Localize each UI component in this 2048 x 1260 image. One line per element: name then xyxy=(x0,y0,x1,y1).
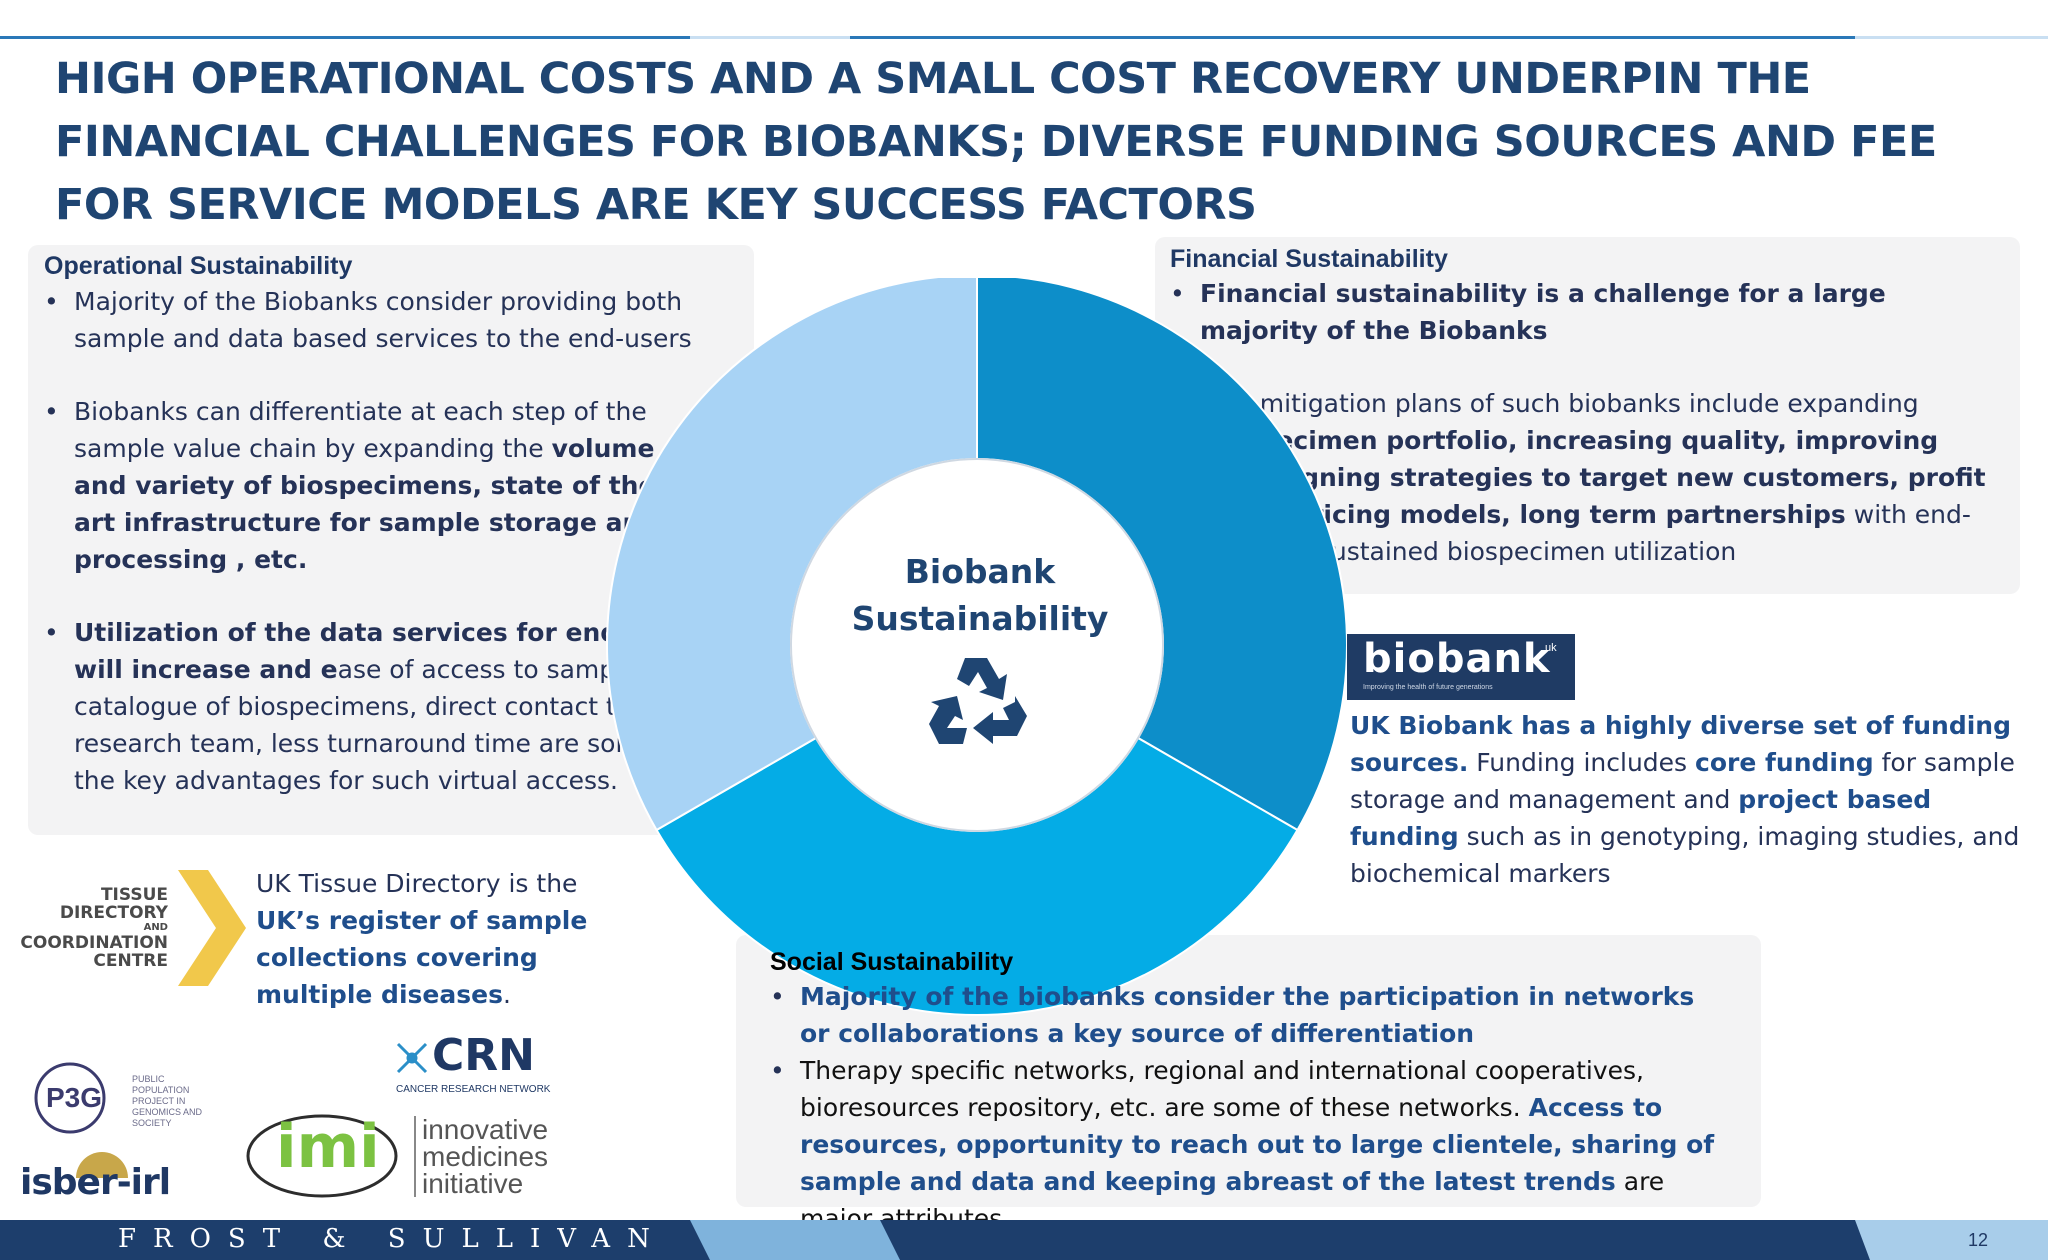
social-bullets: Majority of the biobanks consider the pa… xyxy=(770,978,1730,1237)
social-heading: Social Sustainability xyxy=(770,948,1014,976)
footer-bar xyxy=(0,1220,2048,1260)
operational-heading: Operational Sustainability xyxy=(44,252,353,280)
isber-globe-icon xyxy=(76,1152,128,1178)
p3g-logo: P3G PUBLIC POPULATION PROJECT IN GENOMIC… xyxy=(32,1058,212,1150)
financial-heading: Financial Sustainability xyxy=(1170,245,1448,273)
tissue-directory-logo: TISSUE DIRECTORY AND COORDINATION CENTRE xyxy=(12,868,252,988)
page-number: 12 xyxy=(1968,1230,1989,1250)
top-rule xyxy=(0,36,690,39)
top-rule-3 xyxy=(850,36,1855,39)
tissue-directory-text: UK Tissue Directory is the UK’s register… xyxy=(256,869,588,1009)
list-item: Financial sustainability is a challenge … xyxy=(1170,275,2000,349)
recycle-icon xyxy=(929,658,1027,744)
slide-title: HIGH OPERATIONAL COSTS AND A SMALL COST … xyxy=(55,54,1937,230)
uk-biobank-logo: biobank uk Improving the health of futur… xyxy=(1347,634,1575,700)
list-item: Therapy specific networks, regional and … xyxy=(770,1052,1730,1237)
top-rule-4 xyxy=(1855,36,2048,39)
center-label: Biobank Sustainability xyxy=(851,552,1109,638)
list-item: Majority of the biobanks consider the pa… xyxy=(770,978,1730,1052)
top-rule-2 xyxy=(690,36,850,39)
imi-emblem xyxy=(246,1114,398,1198)
list-item: Majority of the Biobanks consider provid… xyxy=(44,283,704,357)
sustainability-donut xyxy=(606,278,1348,1016)
crn-logo: CRN CANCER RESEARCH NETWORK xyxy=(392,1030,552,1098)
list-item: Risk mitigation plans of such biobanks i… xyxy=(1170,385,2000,570)
financial-bullets: Financial sustainability is a challenge … xyxy=(1170,275,2000,570)
donut-hole xyxy=(790,458,1164,832)
operational-bullets: Majority of the Biobanks consider provid… xyxy=(44,283,704,799)
uk-biobank-text: UK Biobank has a highly diverse set of f… xyxy=(1350,711,2020,888)
list-item: Utilization of the data services for end… xyxy=(44,614,704,799)
tissue-chevron-icon xyxy=(178,870,246,986)
crn-molecule-icon xyxy=(396,1042,428,1074)
list-item: Biobanks can differentiate at each step … xyxy=(44,393,704,578)
isber-logo: isber-irl xyxy=(20,1148,190,1206)
footer-brand: FROST & SULLIVAN xyxy=(118,1224,667,1254)
p3g-emblem xyxy=(34,1062,106,1134)
footer-decoration xyxy=(690,1220,2048,1260)
imi-logo: imi innovative medicines initiative xyxy=(244,1108,564,1204)
